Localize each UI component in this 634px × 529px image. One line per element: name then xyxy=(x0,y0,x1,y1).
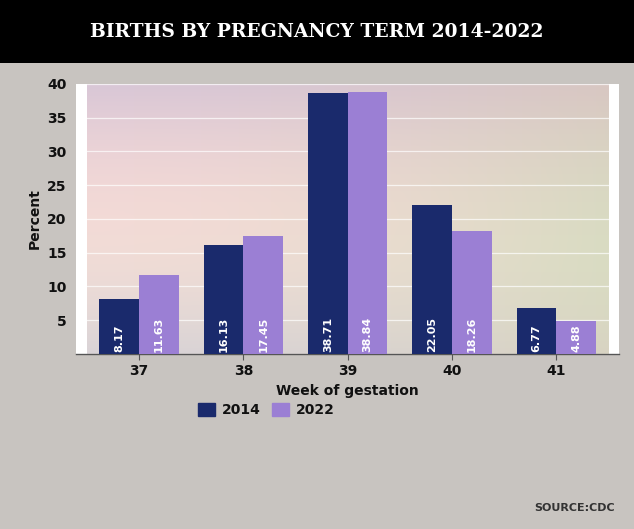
Text: SOURCE:CDC: SOURCE:CDC xyxy=(534,503,615,513)
Text: 8.17: 8.17 xyxy=(114,324,124,352)
Y-axis label: Percent: Percent xyxy=(28,188,42,250)
Bar xyxy=(243,236,283,354)
Text: 16.13: 16.13 xyxy=(219,317,229,352)
Text: 6.77: 6.77 xyxy=(531,324,541,352)
Bar xyxy=(100,299,139,354)
Bar xyxy=(308,93,347,354)
Text: 17.45: 17.45 xyxy=(258,317,268,352)
Text: 18.26: 18.26 xyxy=(467,316,477,352)
Bar xyxy=(517,308,557,354)
Text: 38.71: 38.71 xyxy=(323,317,333,352)
Bar xyxy=(204,245,243,354)
Text: 4.88: 4.88 xyxy=(571,324,581,352)
X-axis label: Week of gestation: Week of gestation xyxy=(276,384,419,398)
Text: 38.84: 38.84 xyxy=(363,317,373,352)
Bar xyxy=(347,92,387,354)
Text: BIRTHS BY PREGNANCY TERM 2014-2022: BIRTHS BY PREGNANCY TERM 2014-2022 xyxy=(90,23,544,41)
Text: 11.63: 11.63 xyxy=(154,317,164,352)
Bar xyxy=(412,205,452,354)
Bar xyxy=(139,276,179,354)
Bar xyxy=(452,231,492,354)
Bar xyxy=(557,321,596,354)
Text: 22.05: 22.05 xyxy=(427,317,437,352)
Legend: 2014, 2022: 2014, 2022 xyxy=(193,397,340,423)
